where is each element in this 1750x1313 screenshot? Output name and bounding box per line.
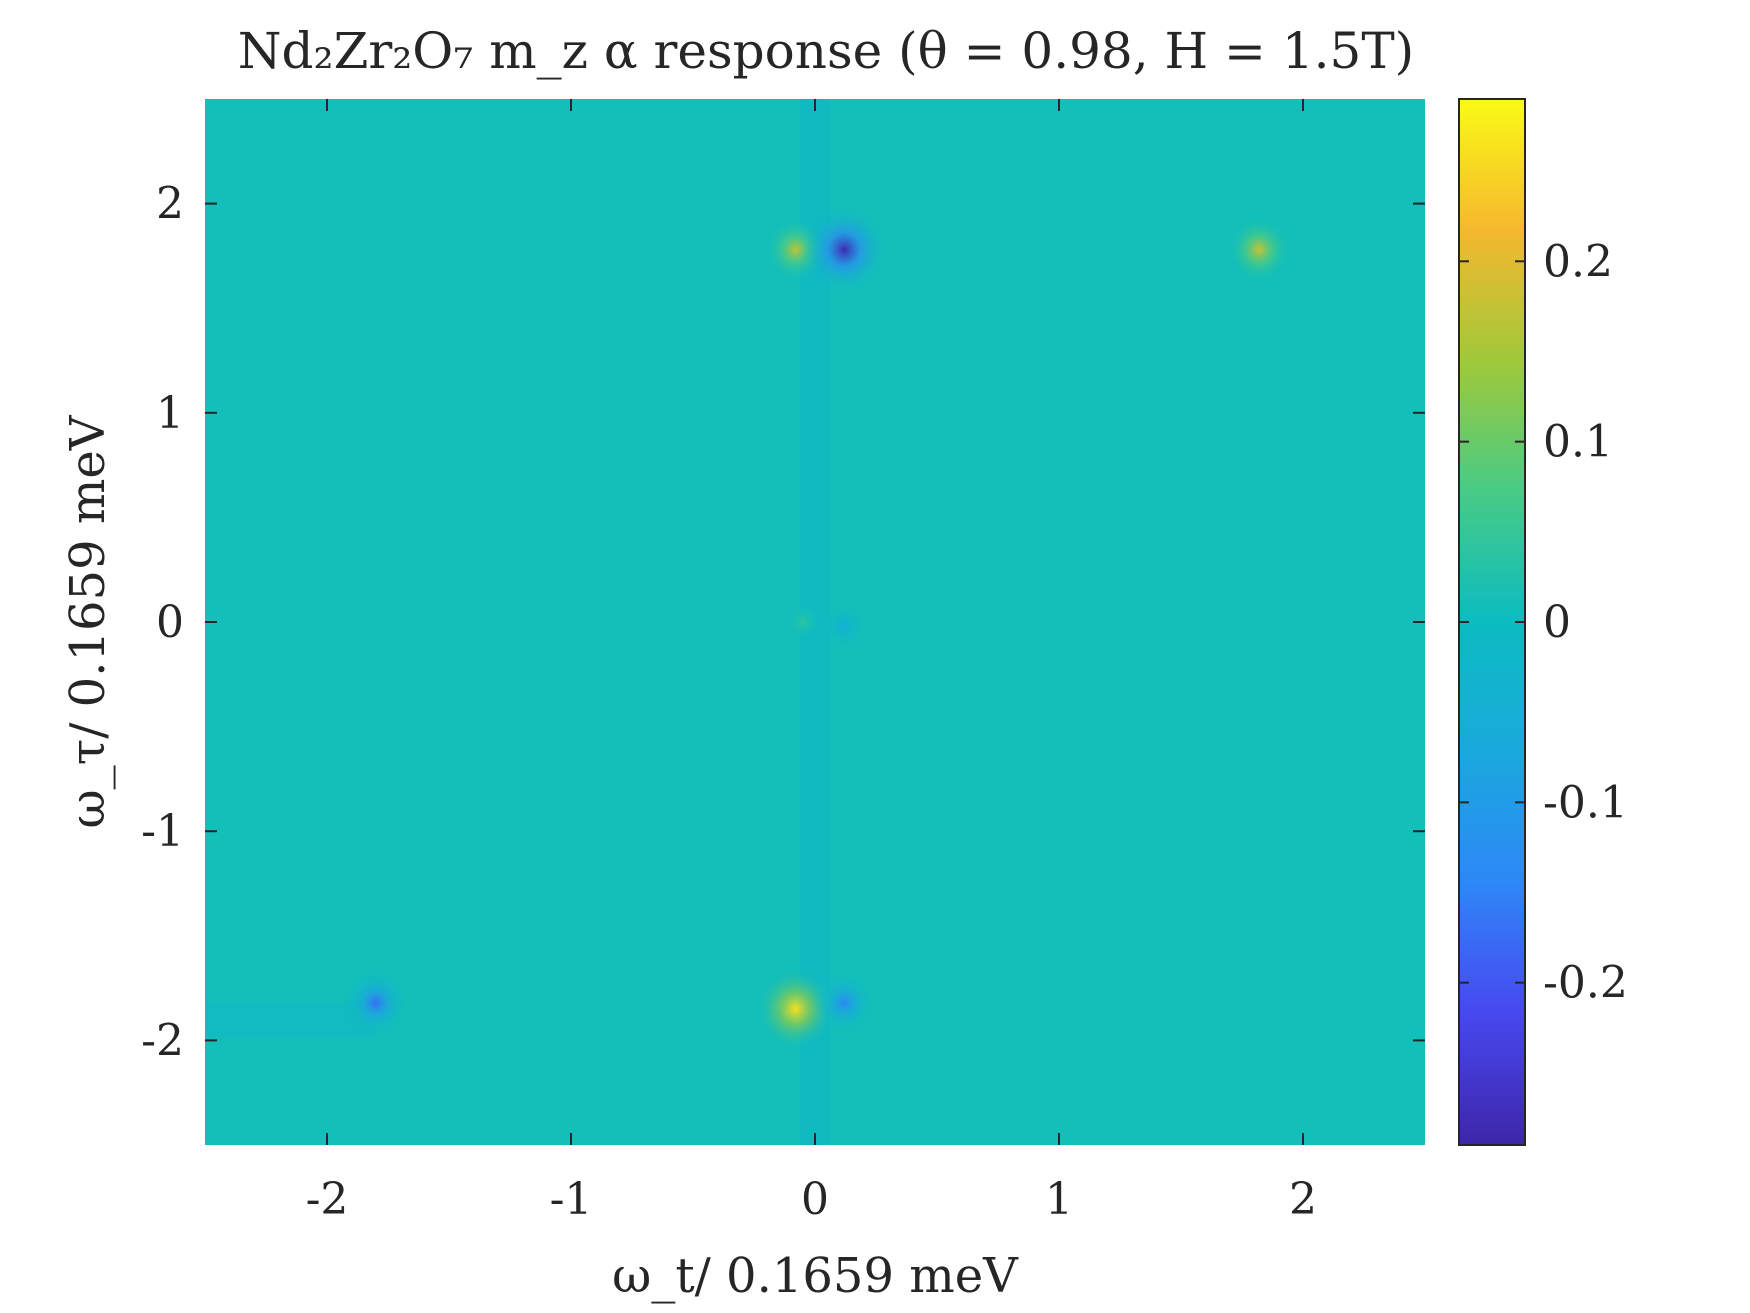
colorbar-gradient	[1458, 98, 1526, 1146]
heatmap-peak	[783, 601, 823, 643]
chart-title: Nd₂Zr₂O₇ m_z α response (θ = 0.98, H = 1…	[238, 22, 1414, 80]
colorbar: -0.2 -0.1 0 0.1 0.2	[1458, 98, 1628, 1146]
colorbar-tick-label: -0.1	[1543, 777, 1628, 828]
x-tick-label: 0	[801, 1174, 829, 1225]
x-tick-label: 1	[1045, 1174, 1073, 1225]
plot-area	[205, 99, 1425, 1145]
colorbar-tick-label: 0.1	[1543, 417, 1613, 468]
heatmap-peak	[756, 967, 835, 1051]
y-tick-label: -1	[141, 806, 184, 857]
x-tick-label: 2	[1289, 1174, 1317, 1225]
heatmap-peak	[1226, 215, 1292, 284]
y-tick-label: 1	[156, 388, 184, 439]
heatmap-peak	[823, 604, 865, 648]
x-axis-label: ω_t/ 0.1659 meV	[612, 1248, 1019, 1304]
y-tick-label: 0	[156, 597, 184, 648]
x-axis-ticks: -2 -1 0 1 2	[306, 99, 1317, 1225]
heatmap-peak	[344, 969, 408, 1036]
colorbar-ticks: -0.2 -0.1 0 0.1 0.2	[1459, 236, 1628, 1009]
heatmap-peaks	[344, 206, 1292, 1051]
colorbar-tick-label: 0.2	[1543, 236, 1613, 287]
heatmap-peak	[803, 206, 886, 293]
y-axis-ticks: -2 -1 0 1 2	[141, 179, 1425, 1066]
heatmap-peak	[815, 972, 873, 1033]
x-tick-label: -2	[306, 1174, 349, 1225]
colorbar-tick-label: 0	[1543, 597, 1571, 648]
y-axis-label: ω_τ/ 0.1659 meV	[60, 414, 116, 828]
colorbar-tick-label: -0.2	[1543, 958, 1628, 1009]
y-tick-label: -2	[141, 1015, 184, 1066]
x-tick-label: -1	[550, 1174, 593, 1225]
y-tick-label: 2	[156, 179, 184, 230]
